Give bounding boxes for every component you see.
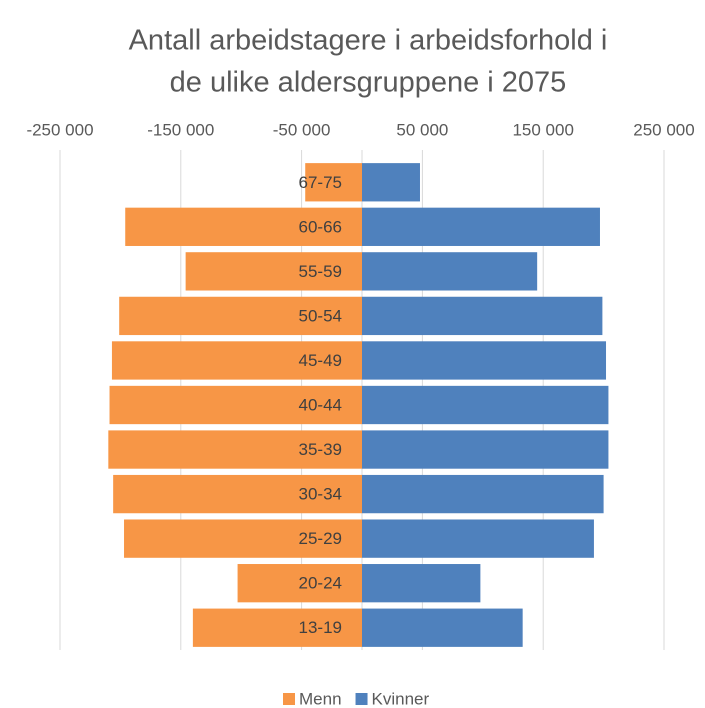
bar [362,564,481,603]
bar [111,341,362,380]
bar [125,207,363,246]
bar [362,474,604,514]
bar [362,608,523,647]
y-tick-label: 20-24 [299,574,342,593]
bar [362,163,420,202]
legend-label: Menn [299,689,342,708]
bar [108,430,362,469]
legend-swatch [355,693,368,705]
bar [362,385,609,425]
y-tick-label: 25-29 [299,529,342,548]
y-tick-label: 40-44 [299,395,342,414]
y-tick-label: 67-75 [299,173,342,192]
x-tick-label: -50 000 [273,120,331,139]
x-tick-label: 150 000 [512,120,573,139]
y-tick-label: 45-49 [299,351,342,370]
bar [113,474,362,514]
y-tick-label: 55-59 [299,262,342,281]
bar [362,207,600,246]
bar [305,163,362,202]
y-tick-label: 13-19 [299,618,342,637]
y-tick-label: 30-34 [299,485,342,504]
bar [109,385,362,425]
bar [119,296,362,336]
bar [124,519,362,558]
chart-title: Antall arbeidstagere i arbeidsforhold i [129,25,608,57]
bar [362,519,594,558]
y-tick-label: 35-39 [299,440,342,459]
chart-title: de ulike aldersgruppene i 2075 [170,67,567,99]
bar [362,252,538,291]
bar [362,296,603,336]
bar [185,252,362,291]
x-tick-label: -250 000 [26,120,93,139]
y-tick-label: 50-54 [299,306,342,325]
x-tick-label: 250 000 [633,120,694,139]
legend-swatch [283,693,295,705]
bar [192,608,362,647]
x-tick-label: -150 000 [147,120,214,139]
bar [362,430,609,469]
bar [362,341,607,380]
x-tick-label: 50 000 [396,120,448,139]
y-tick-label: 60-66 [299,217,342,236]
bar [237,564,362,603]
legend-label: Kvinner [372,689,430,708]
